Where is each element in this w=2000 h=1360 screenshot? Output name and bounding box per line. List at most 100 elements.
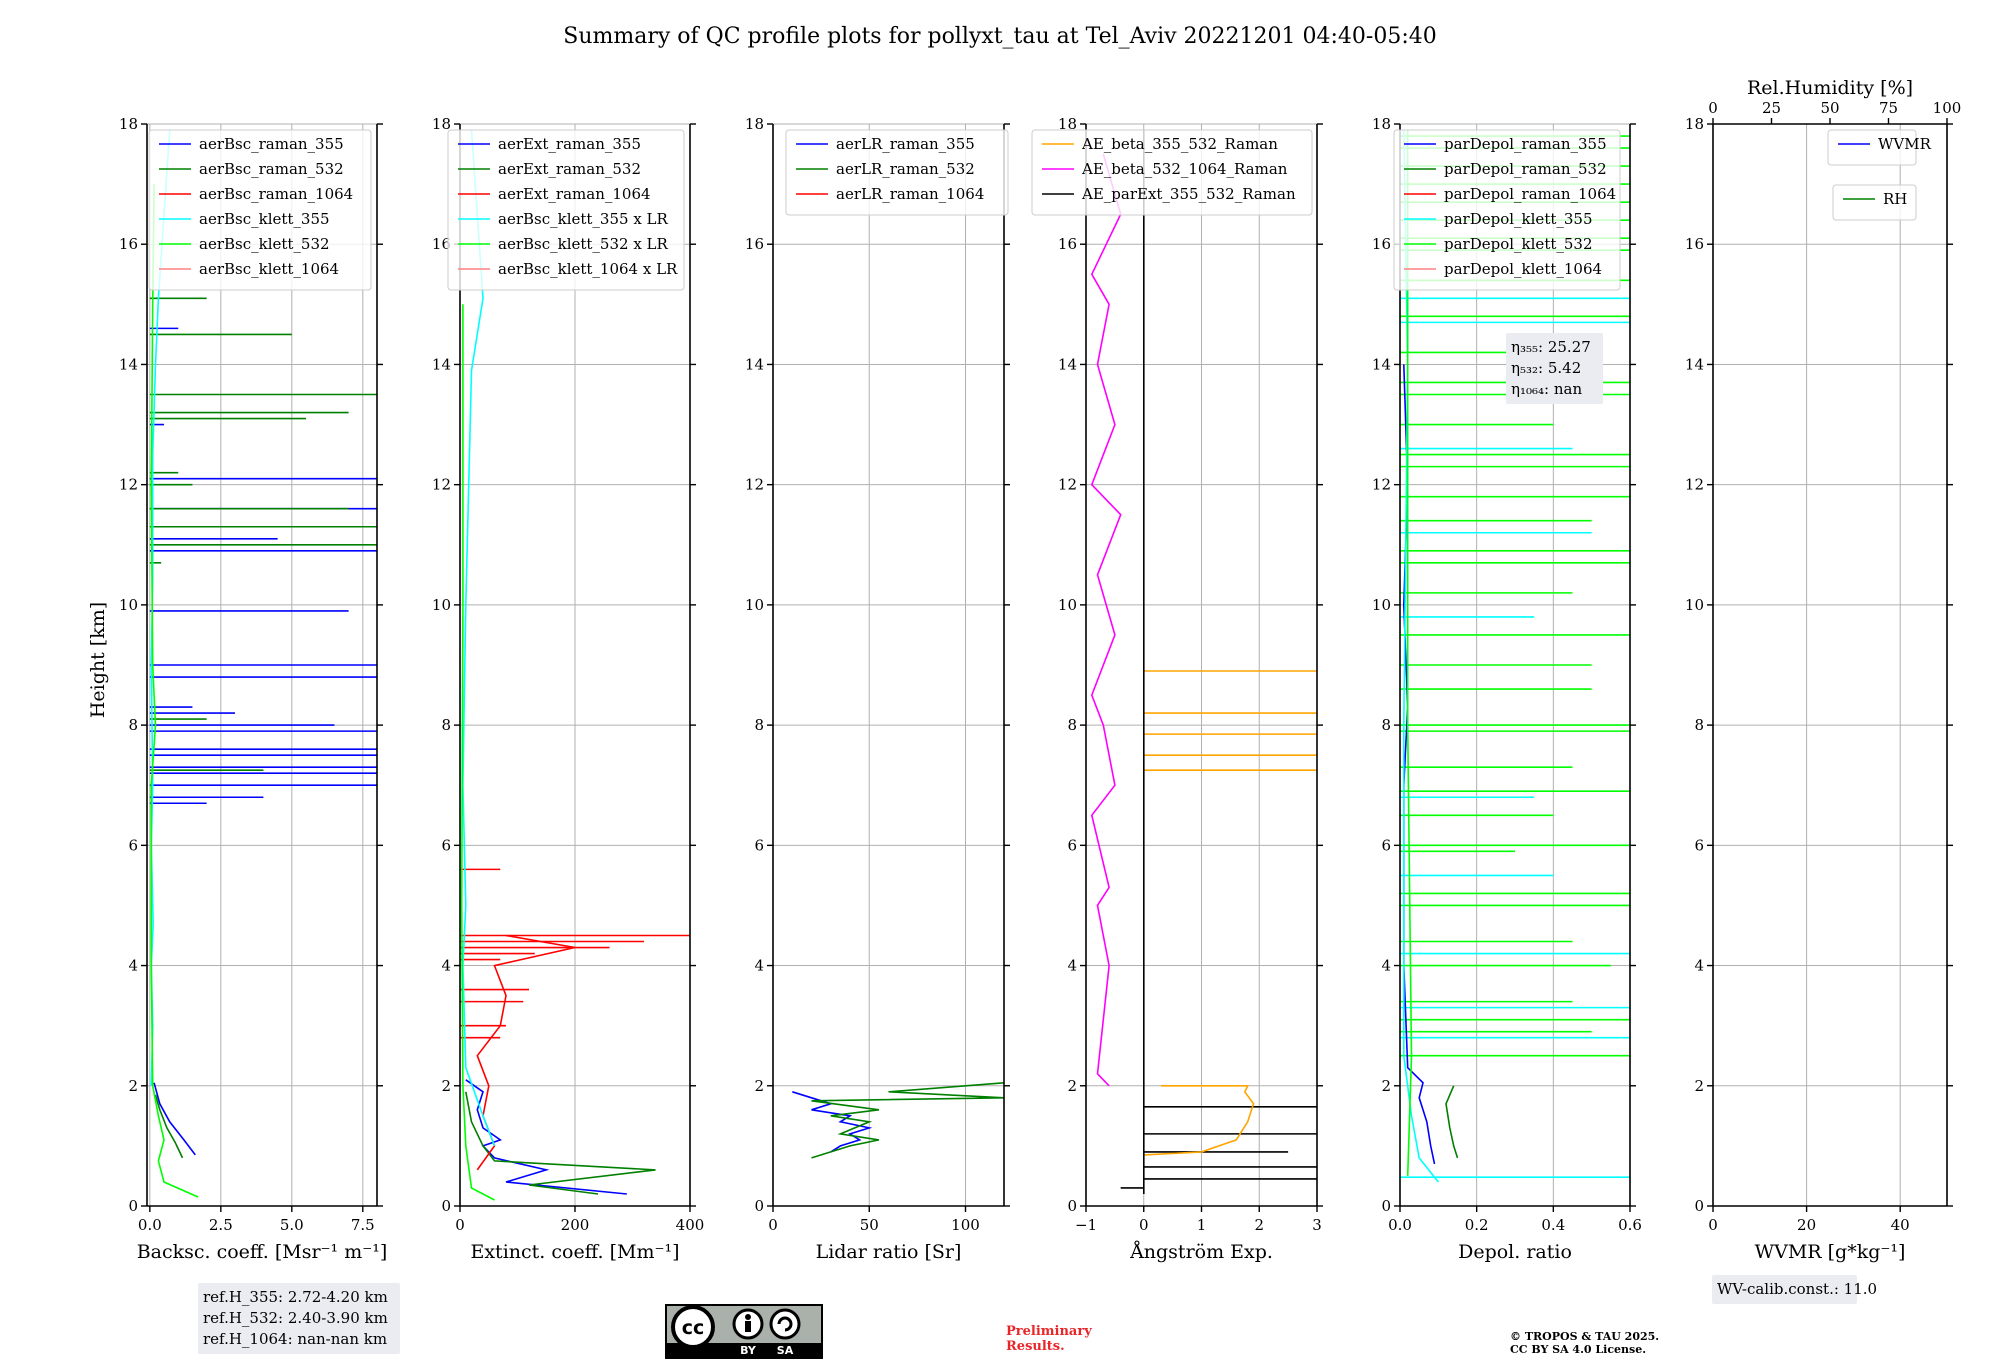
legend-entry: WVMR [1878,135,1932,153]
legend: aerBsc_raman_355 aerBsc_raman_532 aerBsc_r… [148,129,372,291]
legend: WVMR [1827,129,1932,166]
legend-entry: parDepol_klett_355 [1444,210,1593,228]
series-aerBsc_klett_532 [150,184,199,1198]
y-tick-label: 0 [128,1197,138,1215]
y-tick-label: 14 [432,355,451,373]
y-tick-label: 4 [1067,957,1077,975]
y-tick-label: 4 [1694,957,1704,975]
y-tick-label: 18 [1685,115,1704,133]
y-tick-label: 14 [119,355,138,373]
legend: aerExt_raman_355 aerExt_raman_532 aerExt_r… [447,129,685,291]
series-aerBsc_raman_532 [154,1094,184,1159]
y-tick-label: 12 [119,476,138,494]
x-tick-label: 2 [1254,1216,1264,1234]
info-box-frame [1712,1275,1857,1304]
legend-frame [148,129,372,291]
y-tick-label: 12 [745,476,764,494]
cc-icon [671,1305,715,1349]
top-x-tick-label: 0 [1708,99,1718,117]
series-AE_beta_532_1064_Raman [1090,153,1122,1087]
series-aerLR_raman_532 [811,1082,1005,1159]
legend-entry: aerBsc_raman_355 [199,135,344,153]
preliminary-line2: Results. [1006,1339,1065,1354]
y-tick-label: 2 [128,1077,138,1095]
preliminary-line1: Preliminary [1006,1324,1092,1339]
y-tick-label: 10 [1058,596,1077,614]
y-tick-label: 12 [1372,476,1391,494]
x-axis-label: Lidar ratio [Sr] [816,1241,962,1263]
y-tick-label: 10 [1372,596,1391,614]
x-tick-label: 3 [1312,1216,1322,1234]
legend-entry: AE_parExt_355_532_Raman [1081,185,1296,203]
legend: aerLR_raman_355 aerLR_raman_532 aerLR_rama… [785,129,1009,216]
x-tick-label: 0 [768,1216,778,1234]
y-axis-label: Height [km] [87,602,109,718]
top-x-tick-label: 100 [1933,99,1962,117]
top-x-axis-label: Rel.Humidity [%] [1747,77,1913,99]
sa-icon [769,1308,801,1340]
info-box-frame [198,1283,400,1354]
y-tick-label: 18 [1058,115,1077,133]
y-tick-label: 2 [1067,1077,1077,1095]
y-tick-label: 2 [441,1077,451,1095]
legend-frame [785,129,1009,216]
y-tick-label: 6 [1067,836,1077,854]
x-tick-label: 2.5 [209,1216,233,1234]
x-axis-label: WVMR [g*kg⁻¹] [1755,1241,1906,1263]
panel-1: 0 2 4 6 8 10 12 14 16 18 0.0 2.5 5.0 7.5 Backsc. coeff… [119,115,400,1354]
series-aerExt_raman_532 [465,1091,656,1195]
y-tick-label: 18 [1372,115,1391,133]
legend-entry: parDepol_raman_355 [1444,135,1607,153]
y-tick-label: 10 [432,596,451,614]
y-tick-label: 4 [441,957,451,975]
y-tick-label: 4 [128,957,138,975]
info-box: η₃₅₅: 25.27 η₅₃₂: 5.42 η₁₀₆₄: nan [1506,333,1603,404]
legend-frame [1031,129,1313,216]
x-tick-label: 5.0 [280,1216,304,1234]
y-tick-label: 4 [1381,957,1391,975]
legend-entry: aerBsc_klett_355 [199,210,330,228]
cc-license-badge: cc BY SA [665,1304,823,1359]
panel-3: 0 2 4 6 8 10 12 14 16 18 0 50 100 Lidar ratio [Sr] aer… [745,115,1010,1263]
y-tick-label: 2 [1694,1077,1704,1095]
legend-frame [1827,129,1917,166]
legend-entry: aerLR_raman_355 [836,135,975,153]
x-axis-label: Backsc. coeff. [Msr⁻¹ m⁻¹] [137,1241,388,1263]
y-tick-label: 6 [128,836,138,854]
legend-entry: aerBsc_klett_355 x LR [498,210,669,228]
y-tick-label: 18 [119,115,138,133]
x-axis-label: Depol. ratio [1458,1241,1572,1263]
legend-entry: AE_beta_355_532_Raman [1081,135,1278,153]
top-x-tick-label: 25 [1762,99,1781,117]
y-tick-label: 12 [1058,476,1077,494]
panel-5: 0 2 4 6 8 10 12 14 16 18 0.0 0.2 0.4 0.6 Depol. ratio p… [1372,115,1642,1263]
cc-by-label: BY [740,1344,757,1357]
legend-entry: aerExt_raman_1064 [498,185,651,203]
legend-entry: aerBsc_klett_532 x LR [498,235,669,253]
legend-rh: RH [1832,184,1917,221]
info-line: η₅₃₂: 5.42 [1511,359,1581,377]
panel-2: 0 2 4 6 8 10 12 14 16 18 0 200 400 Extinct. coeff. [M… [432,115,704,1263]
y-tick-label: 2 [1381,1077,1391,1095]
y-tick-label: 8 [1067,716,1077,734]
y-tick-label: 8 [1381,716,1391,734]
series-AE_beta_355_532_Raman [1143,1085,1255,1156]
y-tick-label: 16 [745,235,764,253]
legend-entry: aerExt_raman_355 [498,135,641,153]
y-tick-label: 14 [1372,355,1391,373]
y-tick-label: 0 [1694,1197,1704,1215]
legend-entry: aerLR_raman_532 [836,160,975,178]
x-tick-label: 0 [455,1216,465,1234]
y-tick-label: 6 [441,836,451,854]
legend-entry: aerBsc_klett_532 [199,235,330,253]
info-line: ref.H_532: 2.40-3.90 km [203,1309,388,1327]
legend-frame [447,129,685,291]
info-line: ref.H_1064: nan-nan km [203,1330,387,1348]
cc-icon-text: cc [682,1317,705,1339]
y-tick-label: 0 [754,1197,764,1215]
y-tick-label: 14 [1058,355,1077,373]
